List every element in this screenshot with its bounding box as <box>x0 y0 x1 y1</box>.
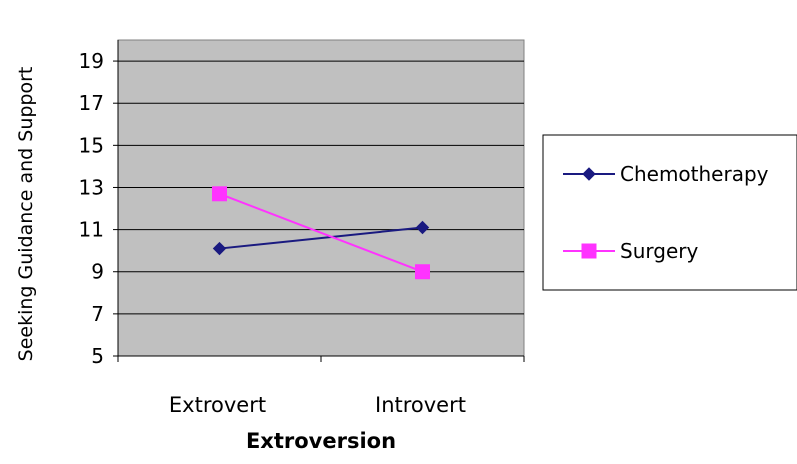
legend-items: Chemotherapy Surgery <box>563 162 769 263</box>
chemotherapy-point <box>415 220 430 235</box>
y-tick-labels: 5 7 9 11 13 15 17 19 <box>79 49 104 368</box>
surgery-point <box>415 264 430 280</box>
y-tick-label: 19 <box>79 49 104 73</box>
series-surgery <box>212 186 430 280</box>
y-tick-label: 5 <box>91 344 104 368</box>
x-tick-label: Introvert <box>375 393 466 417</box>
axes <box>113 40 525 362</box>
chemotherapy-point <box>212 241 227 256</box>
surgery-line <box>219 192 423 273</box>
chemotherapy-line <box>219 226 423 250</box>
x-tick-labels: Extrovert Introvert <box>169 393 466 417</box>
legend-swatch-marker <box>582 167 596 181</box>
y-axis-label: Seeking Guidance and Support <box>15 67 37 362</box>
x-tick-label: Extrovert <box>169 393 266 417</box>
x-axis-label: Extroversion <box>246 429 396 453</box>
y-tick-label: 17 <box>79 91 104 115</box>
series-chemotherapy <box>212 220 430 256</box>
plot-area <box>117 39 525 357</box>
y-tick-label: 15 <box>79 133 104 157</box>
legend: Chemotherapy Surgery <box>542 134 797 291</box>
surgery-point <box>212 186 227 202</box>
y-tick-label: 13 <box>79 175 104 199</box>
legend-item-surgery: Surgery <box>563 239 698 263</box>
series <box>212 186 430 280</box>
y-tick-label: 11 <box>79 218 104 242</box>
legend-label: Chemotherapy <box>620 162 769 186</box>
gridlines <box>118 60 524 315</box>
y-tick-label: 9 <box>91 260 104 284</box>
legend-item-chemotherapy: Chemotherapy <box>563 162 769 186</box>
legend-swatch-marker <box>581 243 597 259</box>
legend-box <box>542 134 797 291</box>
legend-label: Surgery <box>620 239 698 263</box>
y-tick-label: 7 <box>91 302 104 326</box>
